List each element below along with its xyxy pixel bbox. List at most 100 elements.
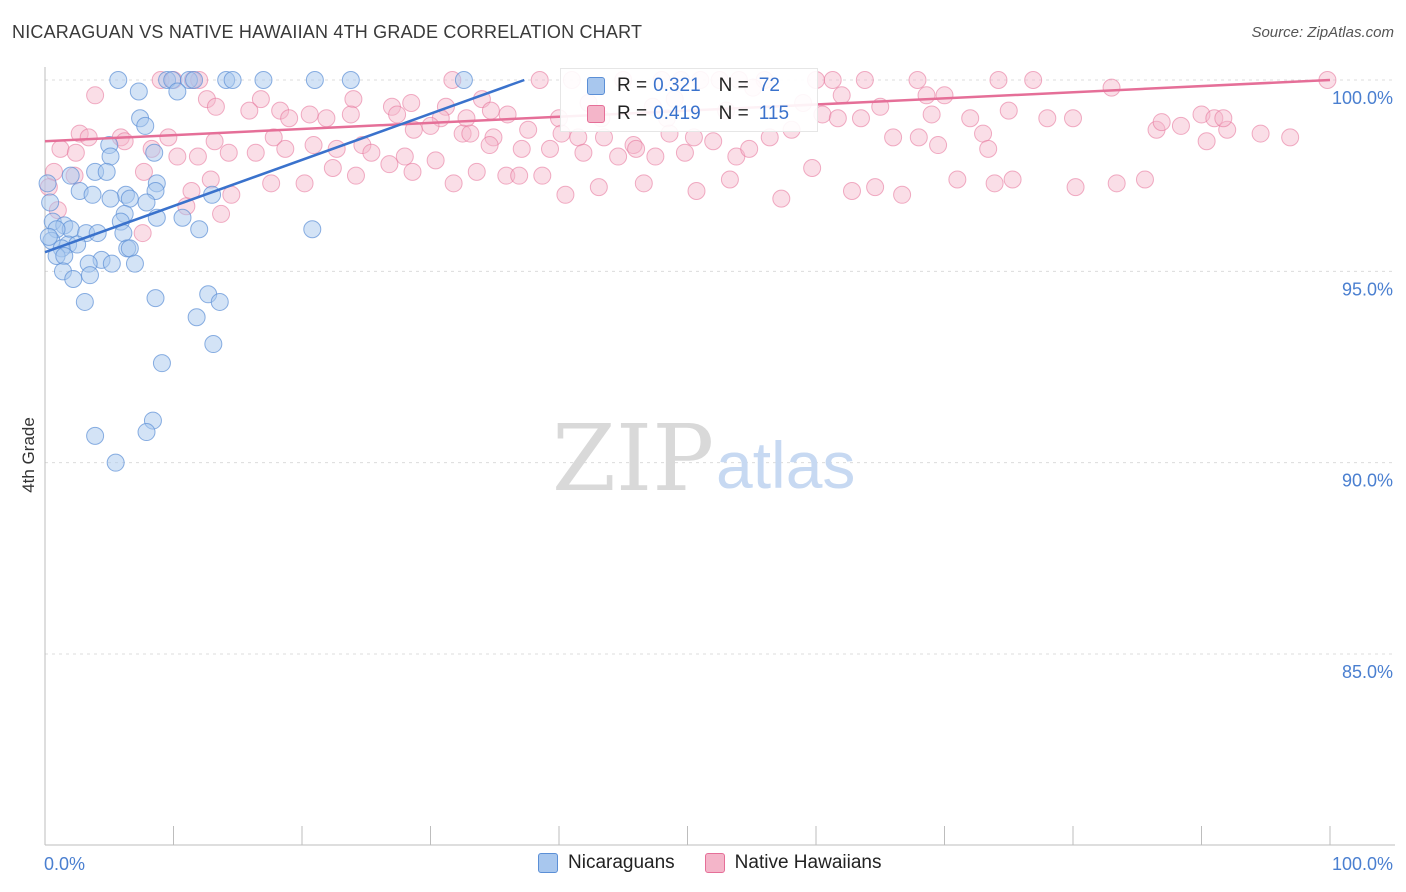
native-hawaiian-point <box>426 151 445 170</box>
native-hawaiian-point <box>519 120 538 139</box>
nicaraguan-point <box>101 147 120 166</box>
native-hawaiian-point <box>276 139 295 158</box>
native-hawaiian-point <box>304 136 323 155</box>
native-hawaiian-point <box>704 132 723 151</box>
native-hawaiian-point <box>1107 174 1126 193</box>
native-hawaiian-point <box>346 166 365 185</box>
nicaraguan-point <box>39 227 58 246</box>
legend-row-nicaraguans: R = 0.321 N = 72 <box>587 74 780 98</box>
native-hawaiian-point <box>264 128 283 147</box>
y-axis-label: 4th Grade <box>19 417 38 493</box>
nicaraguan-point <box>101 189 120 208</box>
legend-row-native-hawaiians: R = 0.419 N = 115 <box>587 102 789 126</box>
native-hawaiian-point <box>948 170 967 189</box>
nicaraguan-point <box>204 335 223 354</box>
r-label: R = <box>617 103 648 124</box>
native-hawaiian-point <box>70 124 89 143</box>
native-hawaiian-point <box>1135 170 1154 189</box>
native-hawaiian-point <box>134 162 153 181</box>
nicaraguan-point <box>61 166 80 185</box>
native-hawaiian-point <box>1214 109 1233 128</box>
series-legend: Nicaraguans Native Hawaiians <box>538 852 911 874</box>
native-hawaiian-point <box>133 224 152 243</box>
native-hawaiian-point <box>510 166 529 185</box>
nicaraguan-point <box>146 289 165 308</box>
r-value: 0.321 <box>653 75 701 96</box>
nicaraguan-point <box>454 71 473 89</box>
native-hawaiian-point <box>205 132 224 151</box>
native-hawaiian-point <box>541 139 560 158</box>
native-hawaiian-point <box>922 105 941 124</box>
native-hawaiian-point <box>646 147 665 166</box>
nicaraguan-point <box>102 254 121 273</box>
native-hawaiian-point <box>1281 128 1300 147</box>
nicaraguan-point <box>38 174 57 193</box>
native-hawaiian-point <box>720 170 739 189</box>
native-hawaiian-point <box>240 101 259 120</box>
native-hawaiian-point <box>1102 78 1121 97</box>
native-hawaiian-point <box>893 185 912 204</box>
nicaraguan-point <box>41 193 60 212</box>
native-hawaiian-point <box>917 86 936 105</box>
native-hawaiian-point <box>855 71 874 89</box>
y-tick-label: 85.0% <box>1342 662 1393 682</box>
native-hawaiian-point <box>574 143 593 162</box>
native-hawaiian-point <box>497 166 516 185</box>
native-hawaiian-point <box>51 139 70 158</box>
native-hawaiian-point <box>79 128 98 147</box>
nicaraguan-point <box>173 208 192 227</box>
native-hawaiian-point <box>168 147 187 166</box>
native-hawaiian-point <box>457 109 476 128</box>
native-hawaiian-point <box>1064 109 1082 128</box>
nicaraguans-trend-line <box>44 78 525 254</box>
nicaraguan-point <box>145 143 164 162</box>
native-hawaiian-point <box>1152 113 1171 132</box>
native-hawaiian-point <box>823 71 842 89</box>
nicaraguan-point <box>223 71 242 89</box>
native-hawaiian-point <box>929 136 948 155</box>
native-hawaiian-point <box>1038 109 1057 128</box>
native-hawaiian-point <box>323 159 342 178</box>
watermark-atlas: atlas <box>716 428 855 502</box>
native-hawaiian-point <box>159 128 178 147</box>
native-hawaiian-point <box>851 109 870 128</box>
nicaraguan-point <box>137 193 156 212</box>
native-hawaiian-point <box>403 162 422 181</box>
native-hawaiian-point <box>609 147 628 166</box>
native-hawaiian-point <box>212 204 231 223</box>
native-hawaiian-point <box>634 174 653 193</box>
legend-label-nicaraguans: Nicaraguans <box>568 852 675 873</box>
n-label: N = <box>718 103 749 124</box>
legend-item-nicaraguans: Nicaraguans <box>538 852 675 874</box>
nicaraguan-point <box>109 71 128 89</box>
native-hawaiian-point <box>589 178 608 197</box>
y-tick-label: 100.0% <box>1332 88 1393 108</box>
native-hawaiian-point <box>300 105 319 124</box>
native-hawaiian-point <box>1218 120 1237 139</box>
legend-label-native-hawaiians: Native Hawaiians <box>734 852 882 873</box>
native-hawaiian-point <box>556 185 575 204</box>
correlation-legend: R = 0.321 N = 72 R = 0.419 N = 115 <box>560 68 818 132</box>
native-hawaiian-point <box>262 174 281 193</box>
native-hawaiians-legend-swatch <box>704 853 725 873</box>
nicaraguan-point <box>64 269 83 288</box>
native-hawaiian-point <box>344 90 363 109</box>
native-hawaiian-point <box>842 181 861 200</box>
native-hawaiian-point <box>985 174 1004 193</box>
n-value: 115 <box>758 103 790 124</box>
native-hawaiian-point <box>1197 132 1216 151</box>
native-hawaiian-point <box>201 170 220 189</box>
native-hawaiian-point <box>740 139 759 158</box>
y-tick-label: 90.0% <box>1342 471 1393 491</box>
native-hawaiian-point <box>512 139 531 158</box>
native-hawaiian-point <box>989 71 1008 89</box>
native-hawaiian-point <box>627 139 646 158</box>
native-hawaiian-point <box>909 128 928 147</box>
nicaraguan-point <box>75 292 94 311</box>
native-hawaiian-point <box>832 86 851 105</box>
y-tick-label: 95.0% <box>1342 279 1393 299</box>
native-hawaiian-point <box>1251 124 1270 143</box>
native-hawaiian-point <box>188 147 207 166</box>
native-hawaiian-point <box>961 109 980 128</box>
native-hawaiian-point <box>115 132 134 151</box>
